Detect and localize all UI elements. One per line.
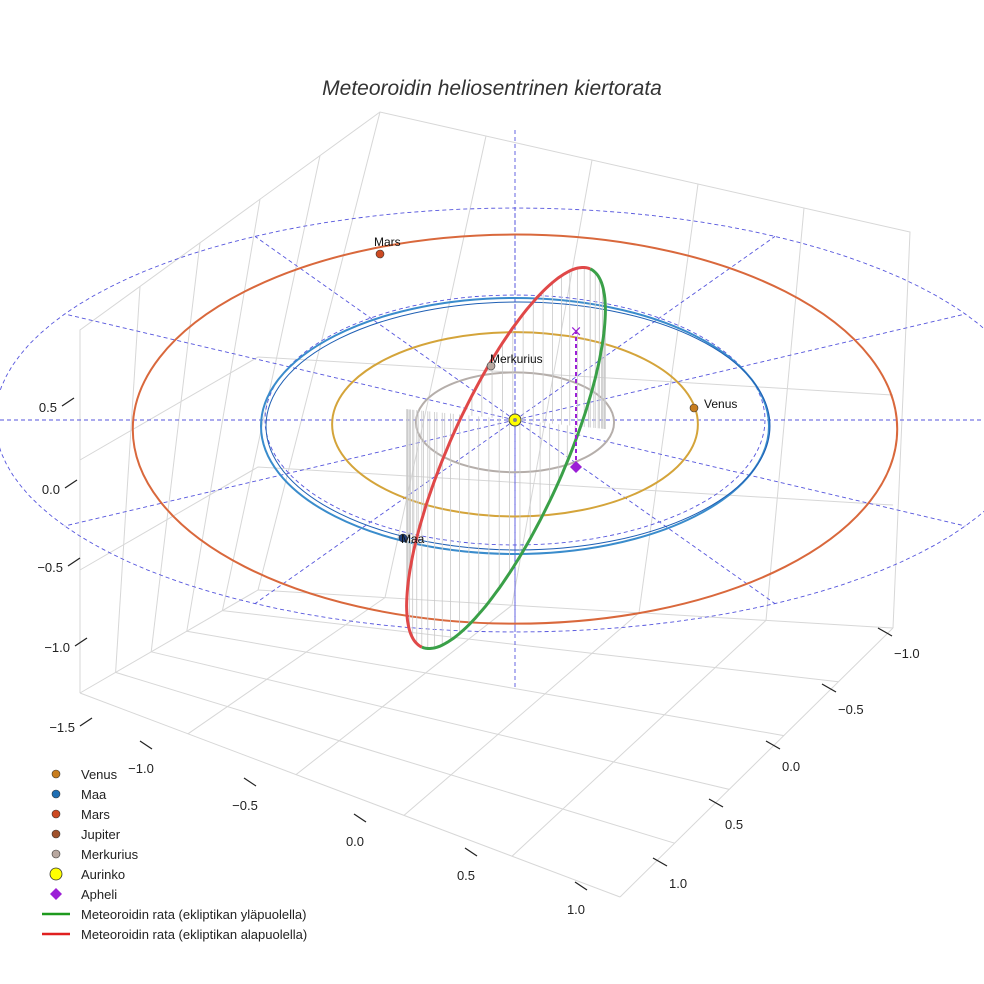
z-tick-label: −1.0 [44, 640, 70, 655]
label-merkurius: Merkurius [490, 352, 543, 366]
body-mars [375, 249, 385, 259]
y-tick [652, 857, 668, 867]
z-tick-label: 0.5 [39, 400, 57, 415]
legend-label: Merkurius [81, 847, 139, 862]
legend-item: Jupiter [51, 827, 121, 842]
legend-marker [49, 867, 63, 881]
label-venus: Venus [704, 397, 737, 411]
y-tick-label: 1.0 [669, 876, 687, 891]
legend-marker [50, 888, 62, 900]
orbit-merkurius [414, 371, 616, 474]
x-tick-label: 0.5 [457, 868, 475, 883]
legend-item: Meteoroidin rata (ekliptikan alapuolella… [42, 927, 307, 942]
x-tick [464, 847, 478, 857]
orbit-venus [331, 331, 699, 518]
bodies: Mars Merkurius Venus Maa [374, 235, 737, 546]
legend-label: Venus [81, 767, 118, 782]
legend-label: Jupiter [81, 827, 121, 842]
x-tick-label: 0.0 [346, 834, 364, 849]
chart-title: Meteoroidin heliosentrinen kiertorata [322, 77, 662, 100]
legend-label: Meteoroidin rata (ekliptikan yläpuolella… [81, 907, 306, 922]
x-tick [353, 813, 367, 823]
z-tick-label: −1.5 [49, 720, 75, 735]
z-tick [61, 397, 75, 407]
y-tick-label: −1.0 [894, 646, 920, 661]
body-venus [689, 403, 699, 413]
x-tick-label: −1.0 [128, 761, 154, 776]
ecliptic-outer-circle [0, 207, 984, 633]
y-tick-label: −0.5 [838, 702, 864, 717]
meteoroid-lower-path [405, 266, 591, 649]
orbit-mars [131, 233, 899, 625]
legend-marker [51, 789, 61, 799]
y-tick-label: 0.0 [782, 759, 800, 774]
label-maa: Maa [401, 532, 425, 546]
legend-item: Venus [51, 767, 118, 782]
legend-marker [51, 829, 61, 839]
body-maa [398, 533, 408, 543]
legend-label: Mars [81, 807, 110, 822]
z-tick [67, 557, 81, 567]
legend-label: Meteoroidin rata (ekliptikan alapuolella… [81, 927, 307, 942]
ecliptic-1au-circle [264, 294, 766, 546]
meteoroid-orbit: × [405, 266, 607, 650]
meteoroid-upper-path [421, 267, 607, 650]
z-tick [79, 717, 93, 727]
x-tick [243, 777, 257, 787]
label-mars: Mars [374, 235, 401, 249]
aphelion-marker [570, 461, 582, 473]
y-tick [708, 798, 724, 808]
legend: Venus Maa Mars Jupiter Merkurius Aurinko Aphel… [42, 767, 307, 942]
x-tick-label: −0.5 [232, 798, 258, 813]
sun-core [513, 418, 517, 422]
legend-marker [51, 809, 61, 819]
y-tick [821, 683, 837, 693]
legend-marker [51, 849, 61, 859]
y-tick [877, 627, 893, 637]
x-tick-label: 1.0 [567, 902, 585, 917]
legend-item: Meteoroidin rata (ekliptikan yläpuolella… [42, 907, 306, 922]
orbit-maa-inner [265, 301, 771, 551]
y-tick [765, 740, 781, 750]
planet-orbits [131, 233, 899, 625]
legend-label: Aurinko [81, 867, 125, 882]
plot-box [79, 111, 911, 898]
aphelion-projection-mark: × [570, 322, 583, 340]
legend-label: Maa [81, 787, 107, 802]
z-tick [64, 479, 78, 489]
legend-item: Apheli [50, 887, 117, 902]
legend-marker [51, 769, 61, 779]
y-tick-label: 0.5 [725, 817, 743, 832]
z-tick [74, 637, 88, 647]
legend-item: Mars [51, 807, 110, 822]
orbit-maa [260, 297, 770, 555]
x-tick [139, 740, 153, 750]
body-merkurius [486, 361, 496, 371]
legend-item: Maa [51, 787, 107, 802]
legend-item: Aurinko [49, 867, 125, 882]
z-tick-label: −0.5 [37, 560, 63, 575]
legend-label: Apheli [81, 887, 117, 902]
z-tick-label: 0.0 [42, 482, 60, 497]
legend-item: Merkurius [51, 847, 139, 862]
x-tick [574, 881, 588, 891]
axis-ticks: −1.5 −1.0 −0.5 0.0 0.5 −1.0 −0.5 0.0 0.5 1.0 −1.0 −… [37, 397, 920, 917]
